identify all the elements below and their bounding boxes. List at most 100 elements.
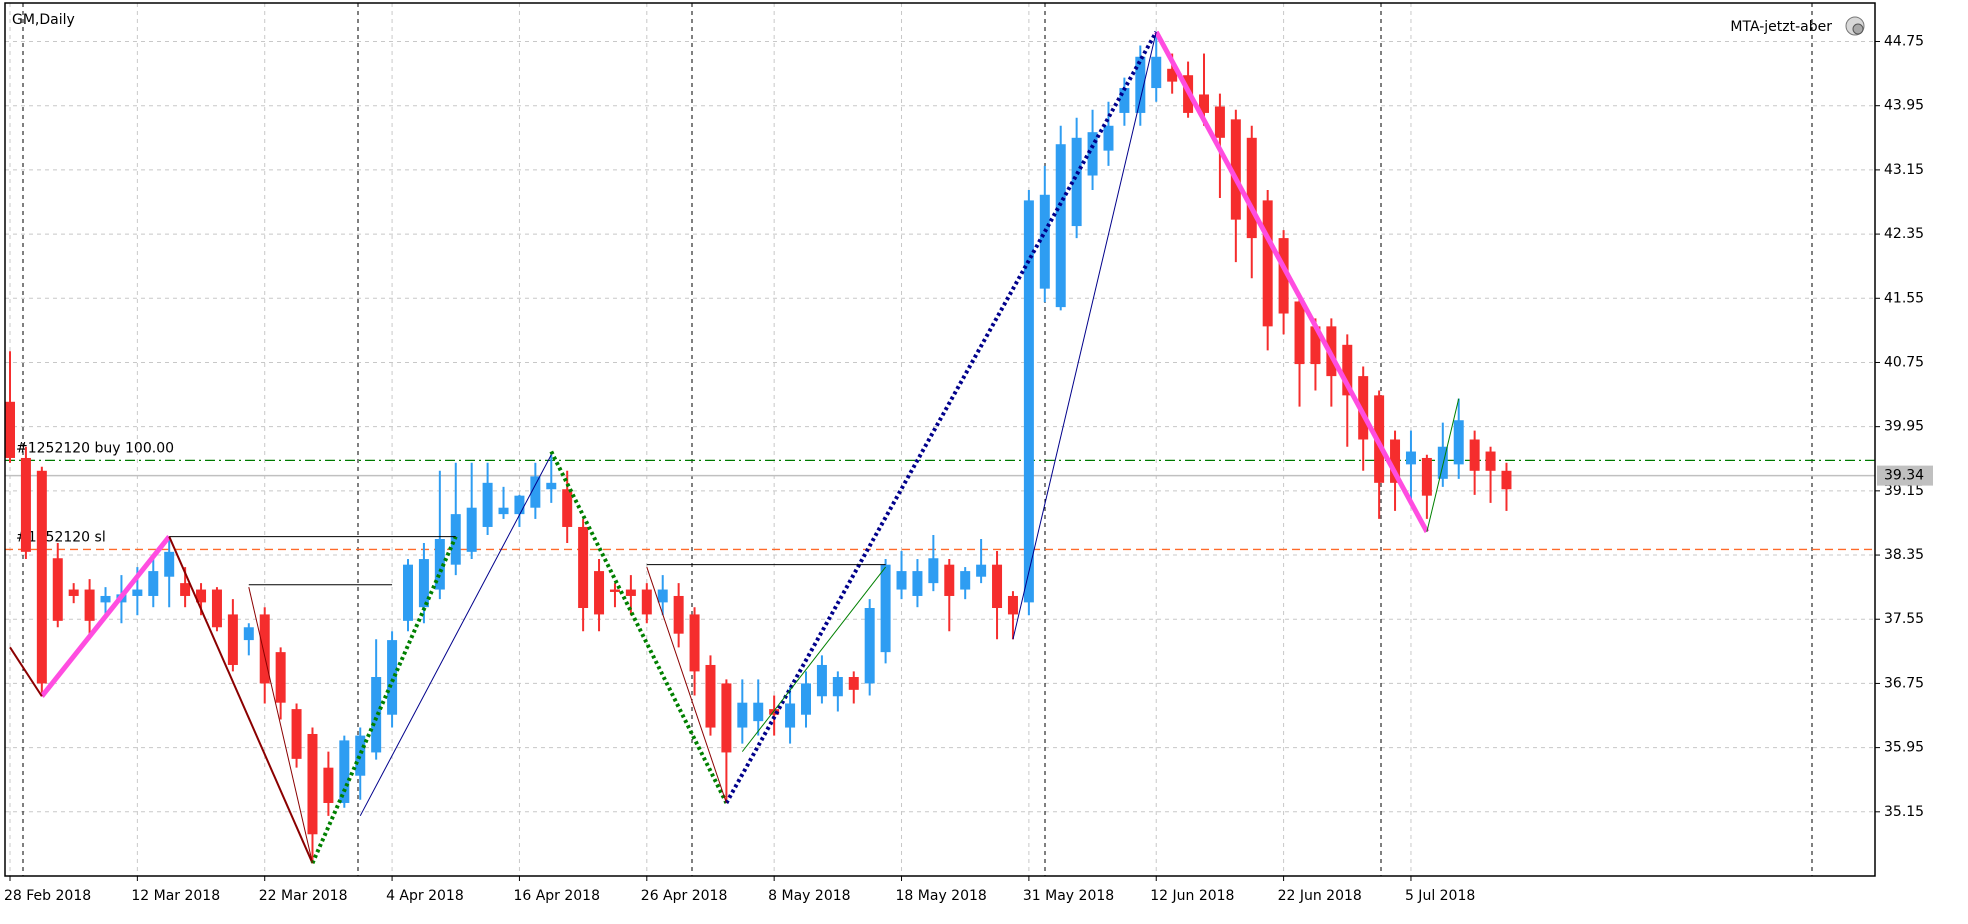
candle-body: [498, 507, 509, 515]
candle-body: [992, 564, 1003, 609]
candle-body: [1501, 470, 1512, 490]
candle-body: [387, 640, 398, 715]
candle-body: [848, 677, 859, 690]
candle-body: [578, 526, 589, 609]
indicator-line: [1426, 398, 1460, 532]
x-tick-label: 12 Jun 2018: [1150, 888, 1234, 904]
candle-body: [1310, 326, 1321, 365]
candle-body: [689, 614, 700, 672]
candle-body: [1119, 88, 1130, 113]
y-tick-label: 41.55: [1884, 290, 1924, 306]
y-tick-label: 43.95: [1884, 98, 1924, 114]
candle-body: [1023, 200, 1034, 603]
indicator-line: [248, 587, 313, 864]
candle-body: [1055, 144, 1066, 308]
x-tick-label: 16 Apr 2018: [513, 888, 600, 904]
candle-body: [721, 683, 732, 753]
candle-body: [753, 702, 764, 722]
x-tick-label: 22 Jun 2018: [1278, 888, 1362, 904]
candle-body: [1342, 344, 1353, 396]
candle-body: [1135, 56, 1146, 113]
plot-frame: [4, 2, 1876, 877]
candle-body: [769, 709, 780, 715]
candle-body: [5, 401, 15, 458]
candle-body: [1421, 457, 1432, 496]
candle-body: [1167, 68, 1178, 82]
candle-body: [100, 595, 111, 603]
grid: [5, 3, 1875, 876]
y-tick-label: 40.75: [1884, 354, 1924, 370]
candle-body: [1278, 238, 1289, 314]
period-separators: [22, 3, 1813, 876]
candle-body: [737, 702, 748, 728]
y-tick-label: 39.15: [1884, 483, 1924, 499]
candle-body: [52, 558, 63, 621]
candle-body: [944, 564, 955, 596]
candle-body: [785, 703, 796, 728]
indicator-line: [39, 535, 172, 698]
candle-body: [418, 559, 429, 608]
candle-body: [196, 589, 207, 603]
candle-body: [641, 589, 652, 615]
candle-body: [562, 489, 573, 527]
x-tick-label: 18 May 2018: [896, 888, 987, 904]
order-label: #1252120 buy 100.00: [16, 440, 174, 456]
candle-body: [657, 589, 668, 603]
current-price-label: 39.34: [1884, 468, 1924, 484]
x-tick-label: 31 May 2018: [1023, 888, 1114, 904]
candle-body: [864, 608, 875, 684]
candle-body: [1007, 595, 1018, 615]
candle-body: [180, 583, 191, 596]
indicator-line: [359, 454, 552, 817]
y-tick-label: 38.35: [1884, 547, 1924, 563]
icon-circle: [1852, 23, 1864, 35]
candle-body: [211, 589, 222, 628]
y-tick-label: 35.95: [1884, 740, 1924, 756]
candle-body: [673, 595, 684, 634]
x-tick-label: 4 Apr 2018: [386, 888, 464, 904]
candle-body: [148, 571, 159, 596]
candle-body: [1390, 439, 1401, 483]
candle-body: [1199, 94, 1209, 113]
y-tick-label: 42.35: [1884, 226, 1924, 242]
x-tick-label: 28 Feb 2018: [4, 888, 91, 904]
candle-body: [816, 664, 827, 697]
x-tick-label: 8 May 2018: [768, 888, 850, 904]
indicator-line: [646, 566, 727, 804]
candle-body: [227, 614, 238, 665]
candle-body: [371, 677, 382, 753]
indicator-line: [168, 536, 314, 864]
candle-body: [339, 740, 350, 803]
candle-body: [275, 652, 286, 703]
candle-body: [1358, 376, 1369, 440]
candle-body: [1071, 137, 1082, 227]
candle-body: [466, 507, 477, 552]
candle-body: [928, 558, 939, 584]
indicator-line: [741, 566, 886, 752]
candle-body: [801, 683, 811, 715]
candle-body: [291, 709, 302, 759]
indicator-line: [1012, 31, 1157, 640]
candle-body: [1453, 420, 1464, 465]
candle-body: [164, 551, 175, 577]
candle-body: [243, 627, 254, 641]
candle-body: [1039, 194, 1050, 289]
candle-body: [259, 614, 270, 684]
candle-body: [625, 589, 636, 596]
x-tick-label: 12 Mar 2018: [131, 888, 220, 904]
indicator-line: [9, 646, 43, 697]
candle-body: [594, 571, 605, 615]
candle-body: [1405, 451, 1416, 465]
y-tick-label: 37.55: [1884, 611, 1924, 627]
x-tick-label: 26 Apr 2018: [641, 888, 728, 904]
candle-body: [1294, 301, 1305, 365]
candle-body: [832, 677, 843, 697]
candle-body: [1246, 137, 1257, 239]
candle-body: [896, 571, 907, 590]
overlays: [9, 30, 1460, 864]
candle-body: [307, 733, 318, 835]
indicator-line: [1154, 30, 1430, 533]
candles: [5, 31, 1512, 864]
